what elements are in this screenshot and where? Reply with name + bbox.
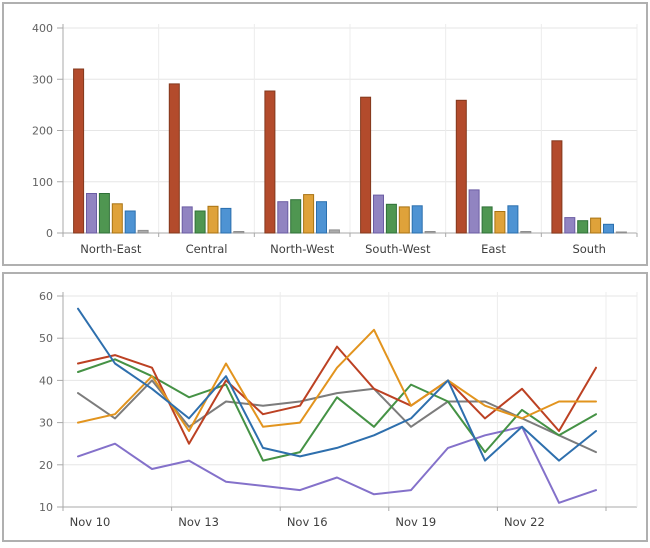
- bar-gray: [328, 229, 340, 234]
- bar-orange: [494, 211, 506, 234]
- bar-redbrown: [168, 83, 180, 234]
- line-chart-panel: 10 20 30 40 50 60 Nov 10 Nov 13 Nov 16 Nov 19 Nov …: [2, 272, 648, 542]
- y-tick-label: 20: [39, 459, 53, 472]
- category-label: Central: [186, 242, 228, 256]
- category-label: East: [481, 242, 506, 256]
- bar-green: [98, 193, 110, 234]
- y-tick-label: 200: [32, 125, 53, 138]
- bar-gray: [520, 231, 532, 234]
- bar-purple: [181, 206, 193, 234]
- line-chart-canvas: 10 20 30 40 50 60 Nov 10 Nov 13 Nov 16 Nov 19 Nov …: [39, 290, 638, 529]
- y-tick-label: 60: [39, 290, 53, 303]
- bar-orange: [398, 206, 410, 234]
- bar-green: [481, 206, 493, 234]
- bar-redbrown: [455, 99, 467, 234]
- bar-green: [577, 220, 589, 234]
- bar-orange: [111, 203, 123, 234]
- bar-purple: [468, 189, 480, 234]
- y-tick-label: 100: [32, 176, 53, 189]
- bar-blue: [316, 201, 327, 234]
- y-tick-label: 0: [46, 227, 53, 240]
- bar-blue: [411, 205, 423, 234]
- bar-redbrown: [360, 96, 372, 234]
- bar-chart-canvas: 0 100 200 300 400 North-East Central North-West…: [32, 22, 638, 256]
- date-label: Nov 13: [178, 515, 219, 529]
- bar-gray: [615, 231, 627, 234]
- bar-gray: [137, 229, 149, 234]
- bar-orange: [590, 217, 602, 234]
- category-label: North-East: [80, 242, 142, 256]
- category-label: South: [572, 242, 605, 256]
- bar-gray: [233, 231, 245, 234]
- bar-gray: [424, 231, 436, 234]
- y-tick-label: 40: [39, 374, 53, 387]
- bar-redbrown: [73, 68, 85, 234]
- line-series-blue: [77, 307, 597, 462]
- bar-orange: [207, 205, 219, 234]
- bar-redbrown: [264, 90, 276, 234]
- date-label: Nov 16: [287, 515, 328, 529]
- bar-green: [290, 199, 302, 234]
- y-tick-label: 400: [32, 22, 53, 35]
- y-tick-label: 30: [39, 417, 53, 430]
- category-label: South-West: [365, 242, 431, 256]
- bar-redbrown: [551, 140, 563, 234]
- line-series-purple: [77, 425, 597, 504]
- bar-blue: [507, 205, 519, 234]
- line-series-green: [77, 358, 597, 462]
- bar-blue: [124, 210, 136, 234]
- date-label: Nov 19: [395, 515, 436, 529]
- bar-green: [194, 210, 206, 234]
- y-tick-label: 50: [39, 332, 53, 345]
- bar-blue: [220, 207, 232, 234]
- bar-purple: [564, 217, 576, 234]
- bar-purple: [86, 193, 97, 234]
- bar-chart-panel: 0 100 200 300 400 North-East Central North-West…: [2, 2, 648, 266]
- date-label: Nov 10: [70, 515, 111, 529]
- bar-purple: [373, 194, 384, 234]
- y-tick-label: 10: [39, 501, 53, 514]
- category-label: North-West: [270, 242, 335, 256]
- y-tick-label: 300: [32, 73, 53, 86]
- date-label: Nov 22: [504, 515, 545, 529]
- line-series-orange: [77, 328, 597, 432]
- bar-green: [385, 203, 397, 234]
- bar-blue: [603, 223, 614, 234]
- bar-purple: [277, 201, 289, 234]
- bar-orange: [303, 194, 315, 234]
